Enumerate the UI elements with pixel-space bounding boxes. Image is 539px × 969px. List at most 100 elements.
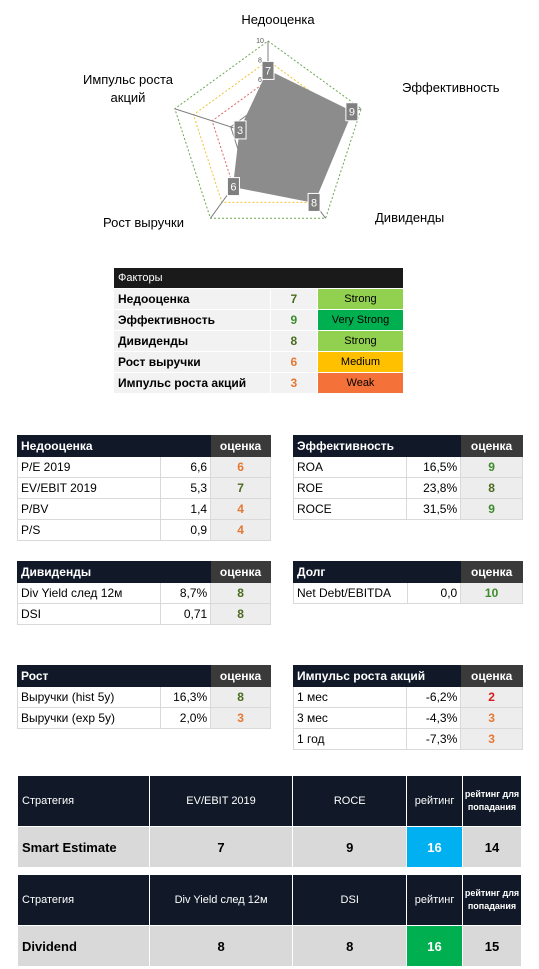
growth-table: Рост оценка Выручки (hist 5y) 16,3% 8 Выруч… [16,665,271,729]
strategy-rating: 16 [406,925,463,967]
factor-score: 7 [269,288,318,310]
strategy-col-label: Стратегия [17,874,150,926]
table-row: Выручки (exp 5y) 2,0% 3 [16,707,271,729]
score-header: оценка [210,435,271,457]
radar-score-area [232,69,353,203]
factor-name: Эффективность [113,309,271,331]
efficiency-title: Эффективность [292,435,462,457]
valuation-title: Недооценка [16,435,212,457]
radar-tick-label: 6 [258,77,262,84]
table-row: P/E 2019 6,6 6 [16,456,271,478]
metric-value: -4,3% [406,707,462,729]
metric-value: 23,8% [406,477,462,499]
table-row: 1 год -7,3% 3 [292,728,523,750]
radar-value-label: 8 [307,192,321,212]
metric-score: 10 [460,582,523,604]
strategy-smart-estimate-table: Стратегия EV/EBIT 2019 ROCE рейтинг рейт… [17,775,522,868]
factor-badge: Weak [316,372,405,394]
factor-row: Эффективность 9 Very Strong [113,309,405,331]
metric-score: 4 [210,519,271,541]
factor-name: Недооценка [113,288,271,310]
table-row: Div Yield след 12м 8,7% 8 [16,582,271,604]
metric-score: 7 [210,477,271,499]
axis-title-momentum-line1: Импульс роста [83,72,174,87]
axis-title-valuation: Недооценка [241,12,315,27]
factor-score: 9 [269,309,318,331]
factor-badge: Very Strong [316,309,405,331]
metric-score: 9 [460,498,523,520]
score-header: оценка [460,435,523,457]
metric-name: Net Debt/EBITDA [293,582,408,604]
axis-title-dividends: Дивиденды [375,210,444,225]
factor-badge: Strong [316,288,405,310]
metric-score: 3 [210,707,271,729]
strategy-name: Smart Estimate [17,826,150,868]
score-header: оценка [460,665,523,687]
table-row: Net Debt/EBITDA 0,0 10 [293,582,523,604]
metric-name: Div Yield след 12м [16,582,162,604]
factor-row: Рост выручки 6 Medium [113,351,405,373]
metric-name: ROA [292,456,408,478]
table-row: Выручки (hist 5y) 16,3% 8 [16,686,271,708]
strategy-col-threshold: рейтинг для попадания [462,775,522,827]
metric-name: P/S [16,519,162,541]
factor-score: 8 [269,330,318,352]
momentum-table: Импульс роста акций оценка 1 мес -6,2% 2 3 … [292,665,523,750]
radar-value-label: 9 [345,102,359,122]
axis-title-momentum-line2: акций [111,90,146,105]
strategy-value-b: 8 [292,925,408,967]
strategy-col-b: ROCE [292,775,408,827]
table-row: ROA 16,5% 9 [292,456,523,478]
strategy-name: Dividend [17,925,150,967]
metric-name: ROCE [292,498,408,520]
table-row: DSI 0,71 8 [16,603,271,625]
strategy-value-a: 7 [148,826,294,868]
factor-score: 3 [269,372,318,394]
debt-title: Долг [292,561,462,583]
svg-text:3: 3 [237,125,243,137]
factor-row: Недооценка 7 Strong [113,288,405,310]
metric-value: 1,4 [160,498,212,520]
dividends-title: Дивиденды [16,561,212,583]
metric-value: 16,3% [160,686,212,708]
radar-ring-10 [174,40,362,219]
metric-value: -7,3% [406,728,462,750]
metric-score: 8 [210,686,271,708]
strategy-col-a: Div Yield след 12м [148,874,294,926]
metric-score: 2 [460,686,523,708]
metric-name: Выручки (hist 5y) [16,686,162,708]
factor-name: Рост выручки [113,351,271,373]
table-row: ROCE 31,5% 9 [292,498,523,520]
factor-badge: Medium [316,351,405,373]
strategy-col-threshold: рейтинг для попадания [462,874,522,926]
table-row: ROE 23,8% 8 [292,477,523,499]
strategy-col-label: Стратегия [17,775,150,827]
strategy-value-a: 8 [148,925,294,967]
metric-name: P/BV [16,498,162,520]
momentum-title: Импульс роста акций [292,665,462,687]
metric-score: 9 [460,456,523,478]
strategy-dividend-table: Стратегия Div Yield след 12м DSI рейтинг… [17,874,522,967]
table-row: 3 мес -4,3% 3 [292,707,523,729]
strategy-col-rating: рейтинг [406,874,463,926]
metric-value: 0,9 [160,519,212,541]
strategy-value-b: 9 [292,826,408,868]
table-row: P/BV 1,4 4 [16,498,271,520]
radar-tick-label: 10 [256,38,264,45]
efficiency-table: Эффективность оценка ROA 16,5% 9 ROE 23,8% 8 … [292,435,523,520]
strategy-col-b: DSI [292,874,408,926]
table-row: P/S 0,9 4 [16,519,271,541]
metric-name: 1 год [292,728,408,750]
metric-score: 3 [460,707,523,729]
metric-value: 16,5% [406,456,462,478]
radar-value-label: 3 [233,120,247,140]
valuation-table: Недооценка оценка P/E 2019 6,6 6 EV/EBIT 20… [16,435,271,541]
metric-name: EV/EBIT 2019 [16,477,162,499]
radar-value-label: 7 [261,60,275,80]
metric-name: 1 мес [292,686,408,708]
strategy-threshold: 15 [462,925,522,967]
svg-text:7: 7 [265,65,271,77]
factors-table: Факторы Недооценка 7 Strong Эффективност… [113,267,405,394]
axis-title-revenue-growth: Рост выручки [103,215,184,230]
radar-value-label: 6 [226,177,240,197]
